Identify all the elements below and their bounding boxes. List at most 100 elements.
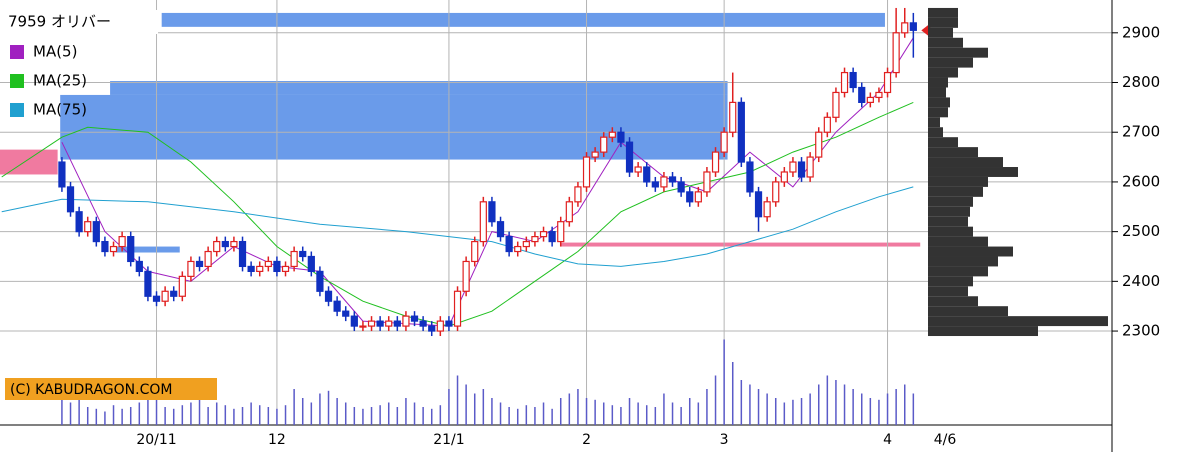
candle-body bbox=[419, 320, 427, 327]
volume-profile-bar bbox=[928, 77, 948, 88]
price-zone bbox=[115, 246, 180, 253]
candle-body bbox=[505, 236, 513, 253]
candle-body bbox=[677, 181, 685, 193]
candle-body bbox=[393, 320, 401, 327]
candle-body bbox=[806, 156, 814, 178]
candle-body bbox=[815, 131, 823, 158]
candle-body bbox=[66, 186, 75, 213]
volume-profile-bar bbox=[928, 296, 978, 307]
candle-body bbox=[488, 201, 496, 223]
candle-body bbox=[290, 250, 298, 268]
candle-body bbox=[582, 156, 591, 188]
candle-body bbox=[729, 101, 737, 133]
candle-body bbox=[135, 260, 143, 273]
candle-body bbox=[127, 236, 135, 263]
candle-body bbox=[170, 290, 178, 297]
volume-profile-bar bbox=[928, 206, 970, 217]
candle-body bbox=[195, 260, 204, 268]
candle-body bbox=[58, 161, 66, 188]
candle-body bbox=[754, 191, 763, 218]
candle-body bbox=[686, 191, 694, 203]
candle-body bbox=[737, 101, 745, 163]
volume-profile-bar bbox=[928, 47, 988, 58]
candle-body bbox=[462, 260, 470, 292]
volume-profile-bar bbox=[928, 67, 958, 78]
volume-profile-bar bbox=[928, 226, 973, 237]
candle-body bbox=[531, 236, 539, 243]
candle-body bbox=[591, 151, 599, 158]
candle-body bbox=[101, 240, 109, 253]
volume-profile-bar bbox=[928, 256, 998, 267]
candle-body bbox=[711, 151, 720, 173]
copyright-background bbox=[5, 378, 217, 400]
candle-body bbox=[204, 250, 212, 268]
candle-body bbox=[92, 221, 100, 243]
y-tick-label: 2900 bbox=[1122, 23, 1160, 41]
volume-profile-bar bbox=[928, 107, 948, 118]
y-tick-label: 2600 bbox=[1122, 172, 1160, 190]
candle-body bbox=[445, 320, 453, 327]
legend-label: MA(5) bbox=[33, 43, 77, 61]
candle-body bbox=[256, 265, 264, 273]
candle-body bbox=[152, 295, 161, 302]
y-tick-label: 2500 bbox=[1122, 222, 1160, 240]
candle-body bbox=[858, 86, 866, 103]
candle-body bbox=[875, 91, 883, 99]
candle-body bbox=[522, 240, 530, 248]
candle-body bbox=[883, 71, 892, 94]
price-zone bbox=[0, 149, 58, 175]
candle-body bbox=[213, 240, 221, 253]
volume-profile-bar bbox=[928, 216, 968, 227]
volume-profile-bar bbox=[928, 167, 1018, 177]
candle-body bbox=[187, 260, 195, 277]
moving-average bbox=[61, 37, 914, 327]
volume-profile-bar bbox=[928, 316, 1108, 327]
candle-body bbox=[118, 236, 126, 248]
candle-body bbox=[75, 211, 83, 233]
volume-profile-bar bbox=[928, 286, 968, 297]
volume-profile-bar bbox=[928, 117, 940, 128]
chart-title: 7959 オリバー bbox=[8, 13, 111, 31]
x-tick-label: 21/1 bbox=[433, 432, 464, 448]
volume-profile-bar bbox=[928, 157, 1003, 168]
legend-label: MA(25) bbox=[33, 72, 87, 90]
candle-body bbox=[247, 265, 255, 273]
candle-body bbox=[909, 22, 917, 31]
y-tick-label: 2800 bbox=[1122, 73, 1160, 91]
candle-body bbox=[436, 320, 444, 332]
candle-body bbox=[479, 201, 487, 243]
candle-body bbox=[703, 171, 711, 193]
x-tick-label: 4 bbox=[883, 432, 892, 448]
legend-swatch bbox=[10, 45, 24, 59]
x-tick-label: 2 bbox=[582, 432, 591, 448]
candle-body bbox=[333, 300, 341, 312]
candle-body bbox=[772, 181, 780, 203]
candle-body bbox=[84, 221, 92, 233]
candle-body bbox=[496, 221, 505, 238]
candle-body bbox=[161, 290, 169, 302]
candle-body bbox=[617, 131, 625, 143]
candle-body bbox=[625, 141, 634, 173]
candle-body bbox=[608, 131, 616, 138]
volume-profile-bar bbox=[928, 37, 963, 48]
candle-body bbox=[367, 320, 376, 327]
legend-swatch bbox=[10, 103, 24, 117]
candle-body bbox=[264, 260, 272, 268]
volume-profile-bar bbox=[928, 306, 1008, 317]
candle-body bbox=[359, 325, 367, 328]
candle-body bbox=[144, 270, 152, 297]
candle-body bbox=[273, 260, 281, 273]
x-tick-label: 12 bbox=[268, 432, 286, 448]
volume-profile-bar bbox=[928, 266, 988, 277]
candle-body bbox=[316, 270, 324, 292]
y-tick-label: 2700 bbox=[1122, 123, 1160, 141]
candle-body bbox=[342, 310, 350, 317]
candle-body bbox=[763, 201, 771, 218]
candle-body bbox=[539, 231, 548, 238]
volume-profile-bar bbox=[928, 137, 958, 148]
volume-profile-bar bbox=[928, 236, 988, 247]
candle-body bbox=[514, 245, 522, 253]
volume-profile-bar bbox=[928, 196, 973, 207]
volume-profile-bar bbox=[928, 27, 953, 38]
